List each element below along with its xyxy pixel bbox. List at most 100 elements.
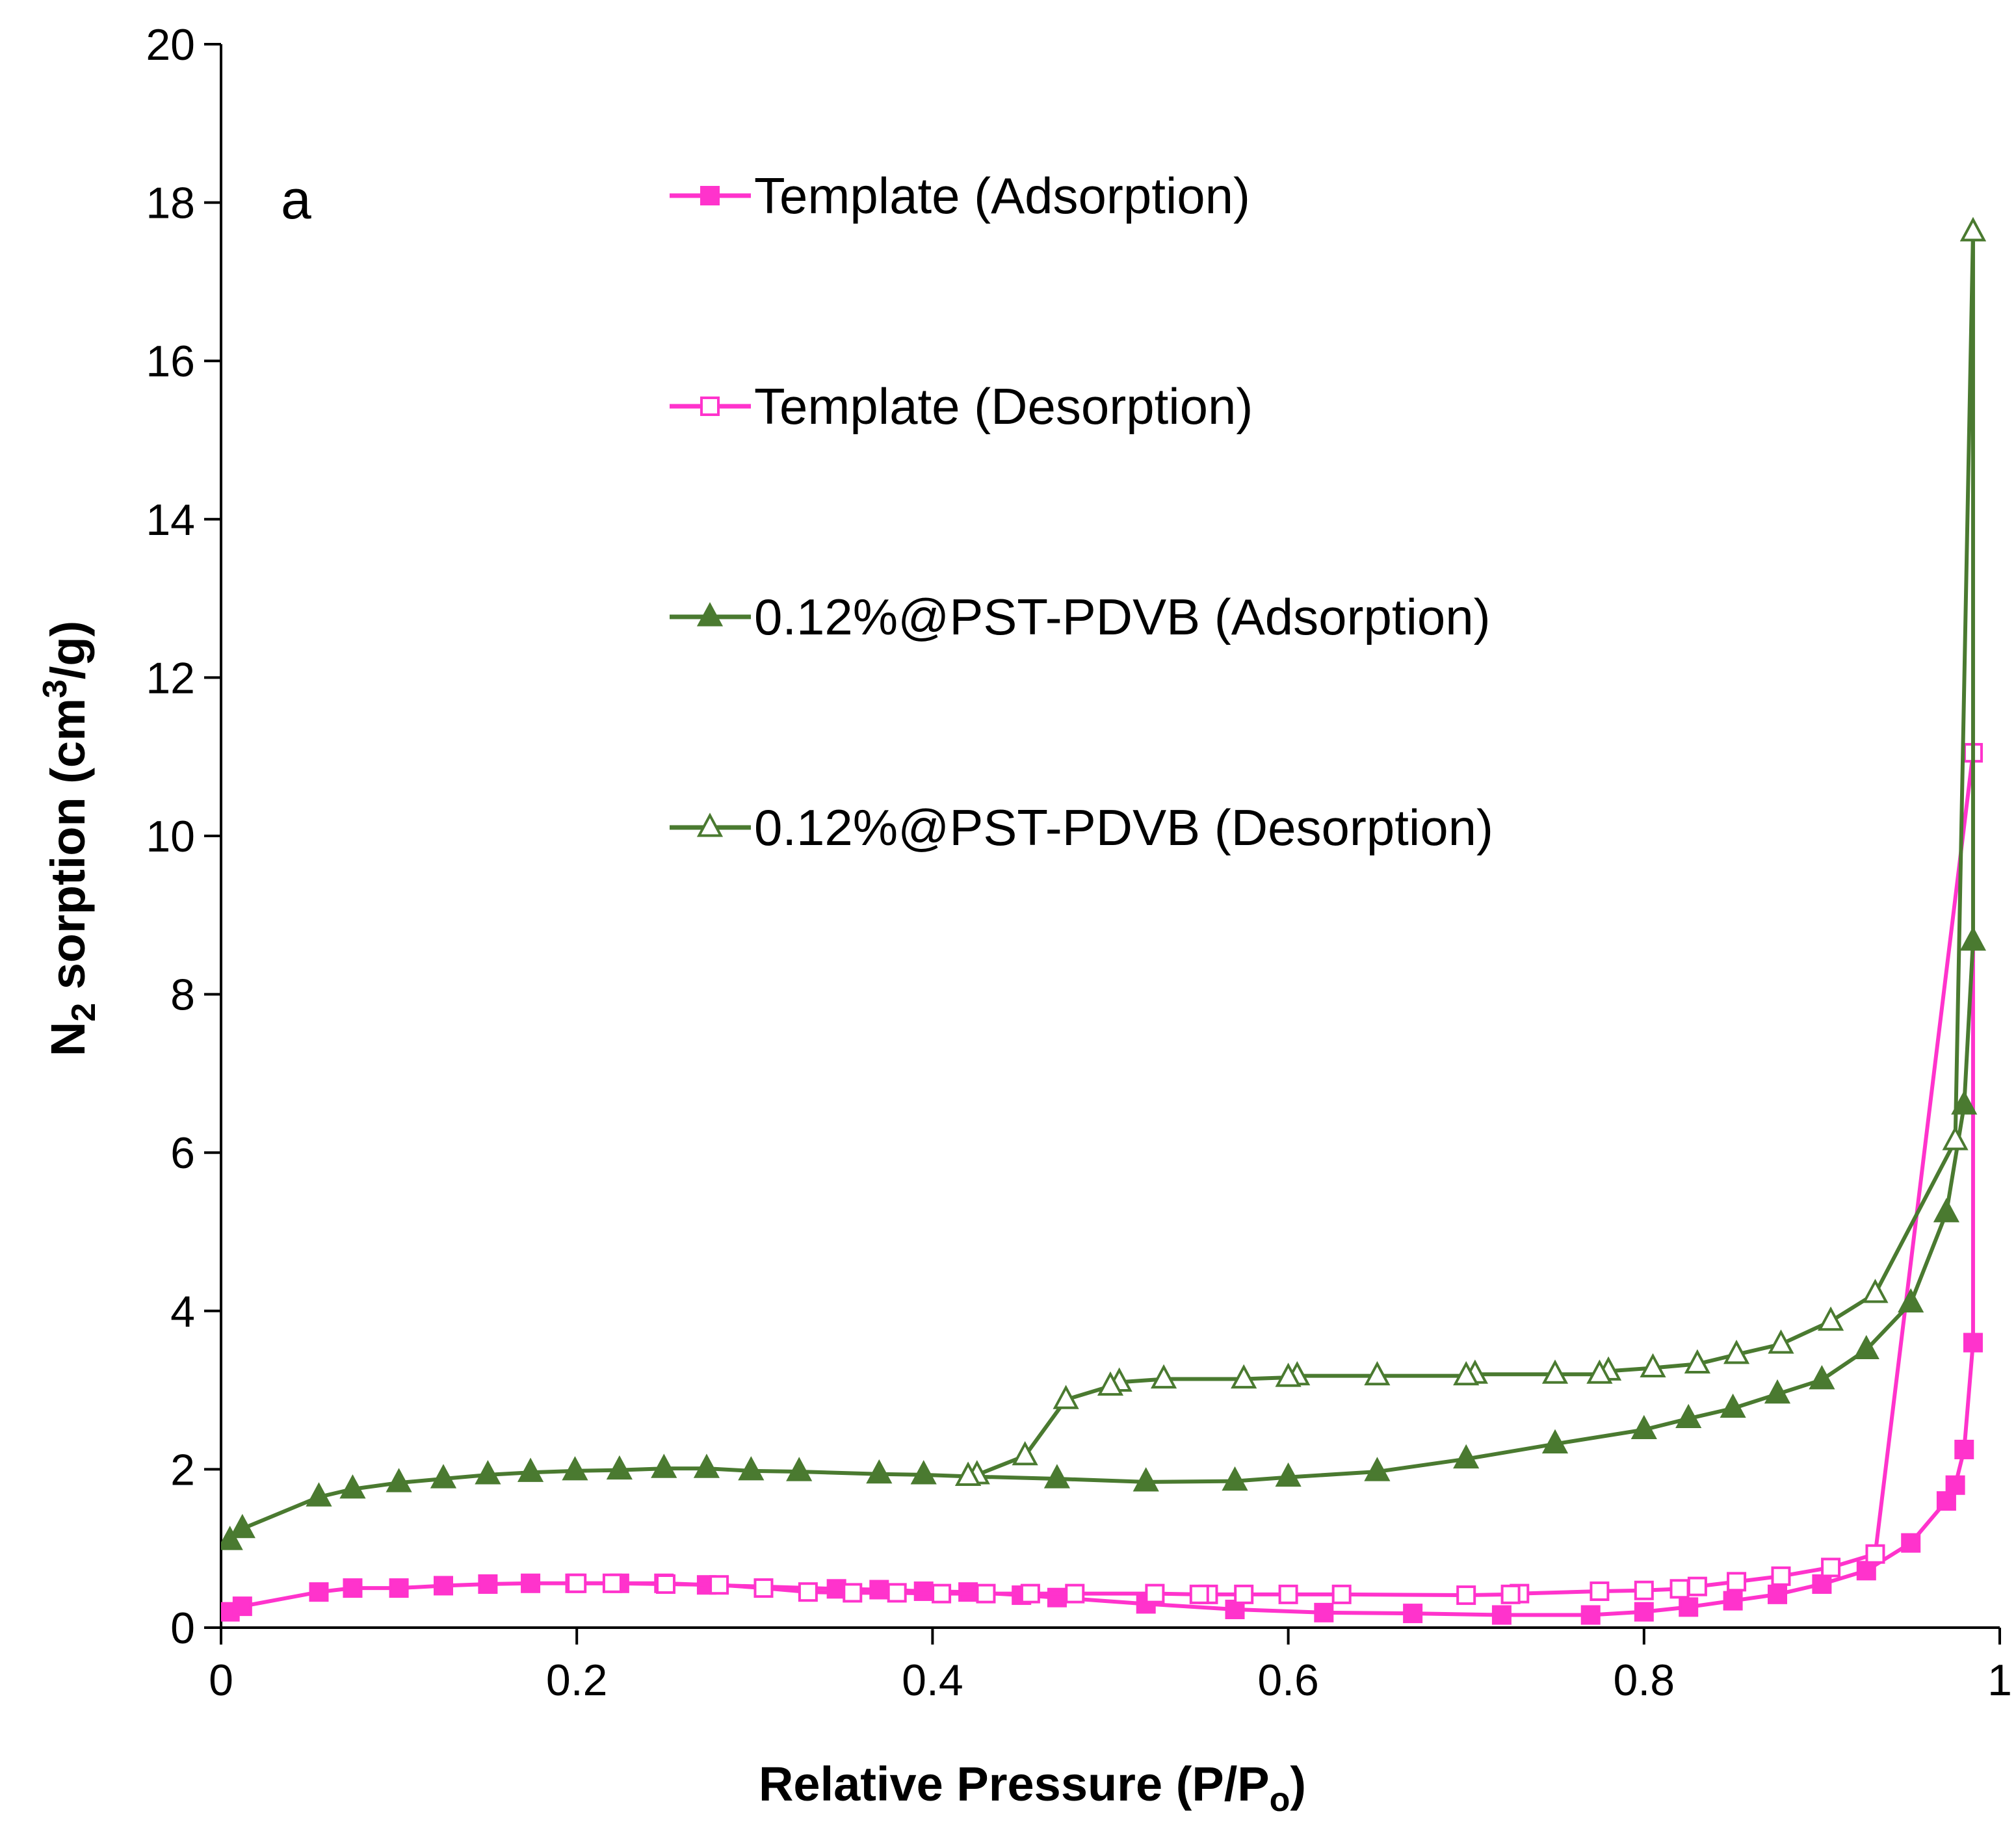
data-point [955,1461,982,1486]
data-point [1047,1587,1067,1607]
data-point [1764,1379,1791,1404]
data-point [232,1596,252,1617]
series-1 [567,743,1983,1606]
data-point [1723,1591,1743,1611]
data-point [1314,1602,1334,1622]
data-point [1942,1126,1969,1151]
y-axis-title-main: N [41,1022,95,1056]
data-point [1403,1604,1423,1624]
series-3 [955,216,1987,1486]
data-point [1954,1439,1974,1459]
data-point [1901,1533,1921,1553]
data-point [306,1482,332,1507]
data-point [339,1474,366,1499]
data-point [1456,1585,1476,1606]
data-point [1590,1581,1610,1601]
data-point [1634,1602,1654,1622]
data-point [1043,1464,1071,1489]
data-point [1053,1385,1079,1409]
x-axis-title-end: ) [1290,1757,1306,1811]
data-point [475,1460,501,1485]
legend-label-pst-pdvb-adsorption: 0.12%@PST-PDVB (Adsorption) [754,588,1491,645]
data-point [386,1468,412,1492]
data-point [389,1578,409,1598]
data-point [1933,1198,1960,1223]
data-point [1727,1572,1747,1592]
data-point [1491,1605,1512,1625]
data-point [1640,1353,1666,1378]
data-point [606,1455,633,1480]
data-point [1898,1288,1924,1313]
y-tick-label: 10 [146,812,195,861]
data-point [1364,1457,1391,1481]
data-point [1222,1466,1248,1491]
data-point [1809,1365,1835,1390]
legend-marker [700,186,720,205]
data-point [602,1573,622,1593]
data-point [1065,1583,1085,1604]
data-point [656,1574,675,1594]
data-point [1853,1334,1879,1360]
data-point [434,1576,453,1596]
legend-label-template-desorption: Template (Desorption) [754,378,1253,435]
data-point [1189,1584,1209,1604]
y-axis-title: N2 sorption (cm3/g) [36,621,103,1056]
legend-markers [670,186,751,837]
y-tick-label: 16 [146,337,195,386]
x-axis-title: Relative Pressure (P/Po) [759,1757,1306,1819]
x-tick-label: 1 [1987,1656,2012,1705]
data-point [1097,1371,1124,1396]
data-point [1541,1429,1569,1453]
x-tick-label: 0.8 [1614,1656,1675,1705]
data-point [1231,1364,1257,1389]
data-point [1132,1467,1159,1492]
data-point [866,1459,893,1484]
data-point [1959,926,1987,951]
y-axis-title-mid: sorption (cm [41,698,95,1003]
data-point [1963,1333,1983,1353]
data-point [976,1583,996,1604]
data-point [913,1581,934,1601]
data-point [1687,1576,1707,1596]
data-point [1331,1584,1352,1604]
data-point [869,1580,889,1600]
legend-marker [700,397,720,416]
data-point [843,1583,863,1603]
x-axis-title-main: Relative Pressure (P/P [759,1757,1270,1811]
data-point [343,1578,363,1598]
data-point [1020,1583,1040,1604]
data-point [1720,1393,1746,1418]
series-layer [221,216,1987,1625]
series-0 [221,743,1983,1625]
y-tick-label: 14 [146,495,195,545]
panel-label: a [281,169,311,230]
y-tick-label: 6 [170,1128,195,1178]
y-tick-label: 20 [146,20,195,70]
data-point [229,1513,255,1539]
data-point [1862,1279,1889,1303]
data-point [1679,1597,1699,1617]
data-point [1275,1362,1302,1387]
data-point [1541,1359,1569,1384]
legend-label-pst-pdvb-desorption: 0.12%@PST-PDVB (Desorption) [754,799,1493,856]
data-point [1634,1580,1654,1600]
data-point [693,1453,720,1478]
data-point [309,1582,329,1602]
data-point [1500,1584,1521,1604]
x-tick-label: 0.4 [902,1656,963,1705]
data-point [1821,1557,1841,1578]
y-tick-label: 2 [170,1445,195,1494]
data-point [651,1453,677,1478]
data-point [1586,1359,1613,1384]
data-point [738,1456,765,1481]
data-point [1364,1360,1391,1386]
data-point [521,1573,541,1593]
x-tick-label: 0.2 [546,1656,608,1705]
y-tick-label: 4 [170,1287,195,1336]
data-point [221,1526,243,1550]
data-point [798,1582,818,1602]
data-point [1275,1462,1302,1487]
data-point [1453,1444,1480,1469]
data-point [1234,1584,1254,1604]
